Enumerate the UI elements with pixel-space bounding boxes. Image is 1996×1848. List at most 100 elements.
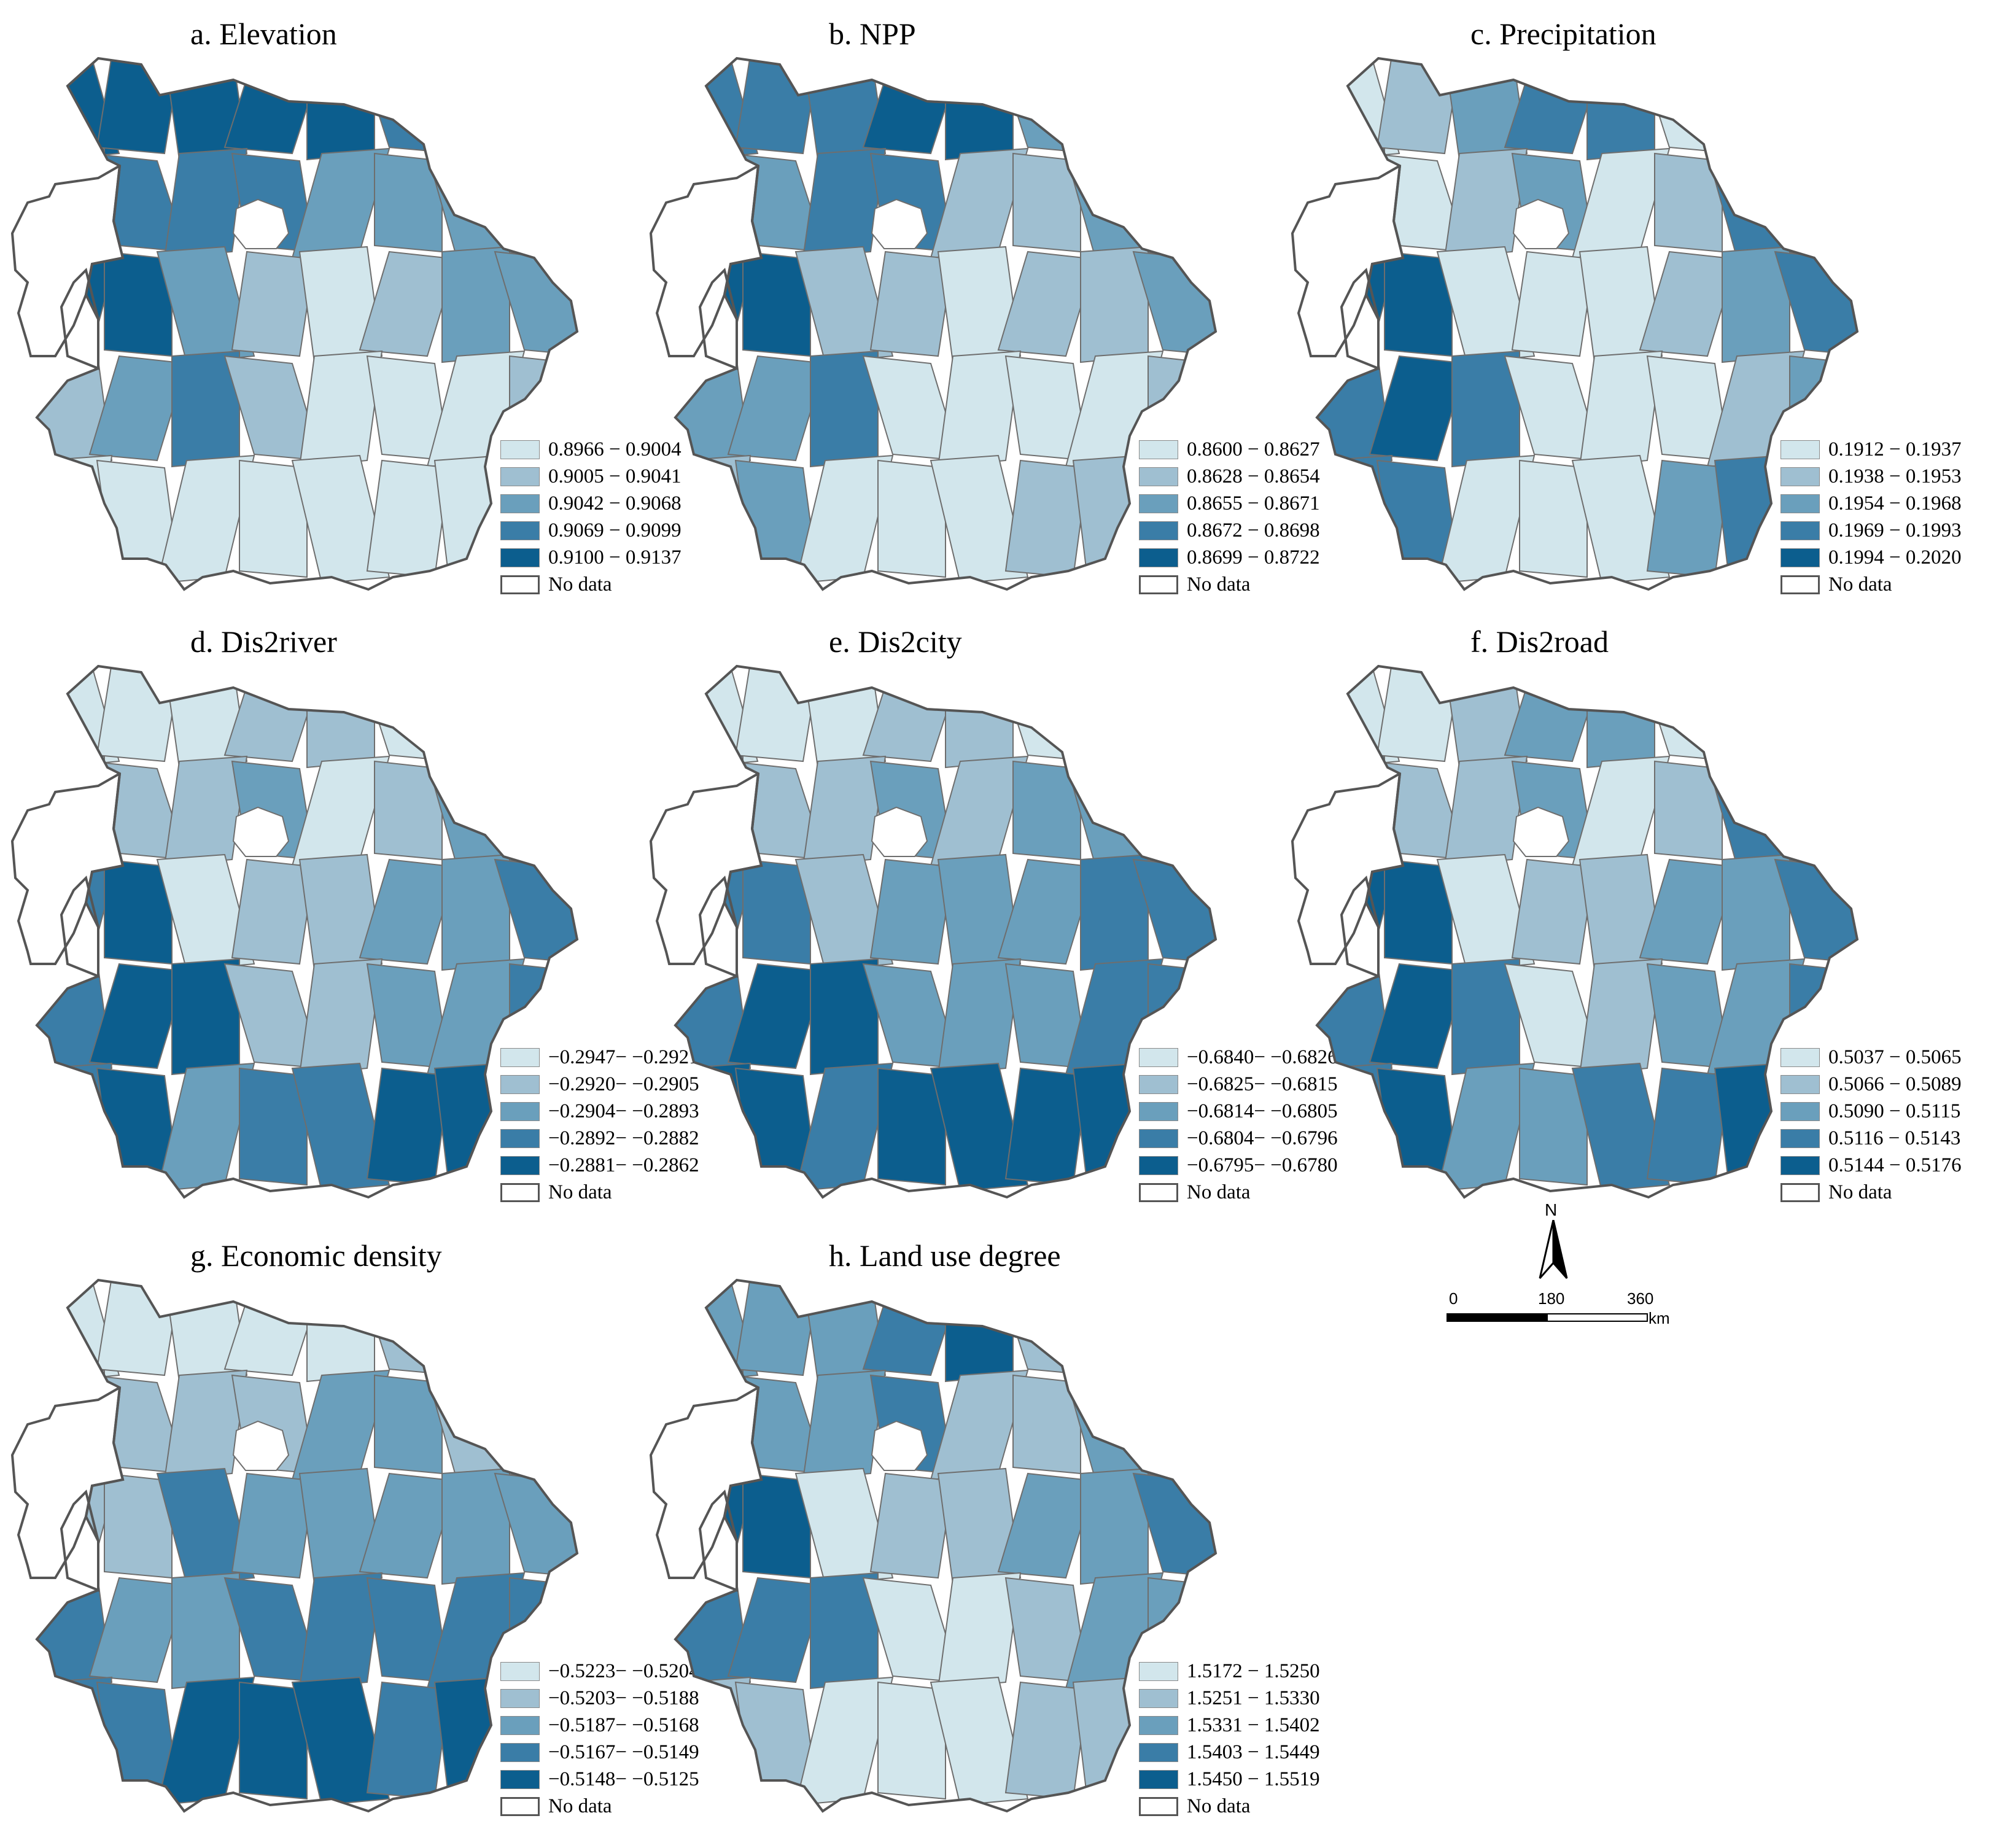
legend-swatch [1139,440,1178,459]
legend-label: 0.5116 − 0.5143 [1828,1127,1961,1149]
legend-swatch [1139,1742,1178,1762]
province-outline [35,1278,579,1813]
map-region [1654,152,1723,253]
legend-row: −0.5187− −0.5168 [500,1712,699,1739]
legend-label: 1.5450 − 1.5519 [1187,1768,1320,1790]
map-region [298,853,383,971]
legend-label: 0.9005 − 0.9041 [548,465,682,487]
legend-swatch [1780,1074,1820,1094]
map-region [1012,1374,1081,1475]
province-outline [35,56,579,591]
scale-unit: km [1648,1309,1670,1327]
map-region [997,250,1097,357]
map-region [374,1374,443,1475]
no-data-lake [232,806,290,857]
province-outline [1315,664,1859,1199]
map-region [96,666,181,763]
north-arrow: N [1535,1200,1572,1280]
map-region [298,1572,383,1690]
legend: 0.8966 − 0.9004 0.9005 − 0.9041 0.9042 − 0… [500,436,682,598]
legend-label: −0.6825− −0.6815 [1187,1073,1338,1095]
map-region [1519,1067,1588,1186]
legend-label: −0.5167− −0.5149 [548,1741,699,1763]
legend-label-no-data: No data [1828,573,1892,596]
legend-swatch [1139,1101,1178,1121]
map-region [1639,250,1738,357]
map-region [239,1067,308,1186]
legend-label-no-data: No data [1187,1795,1251,1817]
map-panel: c. Precipitation 0.1912 − 0.1937 0.1938 − … [1280,0,1962,608]
map-region [1443,755,1528,867]
legend-label: 0.5144 − 0.5176 [1828,1154,1962,1176]
legend-label: −0.5203− −0.5188 [548,1687,699,1709]
map-region [501,1374,577,1475]
map-region [37,755,105,867]
panel-title: e. Dis2city [829,624,962,659]
map-region [96,1280,181,1376]
legend-row: −0.6825− −0.6815 [1139,1071,1338,1098]
map-region [1376,666,1461,763]
legend-label: 0.1938 − 0.1953 [1828,465,1962,487]
map-region [727,963,826,1070]
legend-row: 0.9100 − 0.9137 [500,544,682,571]
legend-row: 0.5116 − 0.5143 [1780,1125,1962,1152]
legend-swatch [500,1047,540,1067]
legend-row-no-data: No data [500,571,682,598]
map-region [794,246,894,363]
legend-label: 0.8600 − 0.8627 [1187,438,1320,460]
legend-row: 0.1969 − 0.1993 [1780,517,1962,544]
map-region [1376,58,1461,155]
map-region [231,1472,316,1579]
map-region [1639,858,1738,965]
map-region [374,152,443,253]
legend-row: 0.1954 − 0.1968 [1780,490,1962,517]
legend-swatch [1139,1155,1178,1175]
legend-swatch [1139,467,1178,486]
map-region [1714,666,1798,769]
map-region [156,246,255,363]
choropleth-map [10,664,579,1199]
map-region [291,1062,390,1192]
legend-swatch-no-data [500,1796,540,1816]
map-region [298,1467,383,1585]
legend: −0.5223− −0.5204 −0.5203− −0.5188 −0.5187−… [500,1658,699,1820]
legend-row-no-data: No data [500,1179,699,1206]
legend-swatch [500,1074,540,1094]
map-region [734,58,819,155]
legend-swatch [1780,1101,1820,1121]
legend-swatch [500,1128,540,1148]
map-region [359,250,458,357]
map-region [869,250,954,357]
legend-label: −0.2920− −0.2905 [548,1073,699,1095]
legend-swatch [1139,1128,1178,1148]
legend-row: 0.9042 − 0.9068 [500,490,682,517]
map-region [794,1467,894,1585]
map-region [501,1280,577,1376]
legend-row: 0.9069 − 0.9099 [500,517,682,544]
choropleth-map [649,664,1217,1199]
legend-label-no-data: No data [1828,1181,1892,1203]
map-region [298,350,383,468]
legend-row: 0.8672 − 0.8698 [1139,517,1320,544]
legend-row: 0.8600 − 0.8627 [1139,436,1320,463]
legend-label: −0.2892− −0.2882 [548,1127,699,1149]
map-region [937,350,1022,468]
map-region [1781,666,1857,763]
legend-swatch [500,440,540,459]
legend-swatch [500,1715,540,1735]
legend-row: −0.2881− −0.2862 [500,1152,699,1179]
legend: 1.5172 − 1.5250 1.5251 − 1.5330 1.5331 − 1… [1139,1658,1320,1820]
map-region [231,858,316,965]
legend-row-no-data: No data [1139,571,1320,598]
map-region [501,152,577,253]
map-region [1140,666,1216,763]
legend-row: 1.5331 − 1.5402 [1139,1712,1320,1739]
legend-label: 0.5090 − 0.5115 [1828,1100,1961,1122]
legend-swatch-no-data [1780,575,1820,594]
map-region [1317,147,1385,259]
map-region [1781,152,1857,253]
map-region [1140,760,1216,861]
legend-label: −0.5187− −0.5168 [548,1714,699,1736]
legend-row: 0.8655 − 0.8671 [1139,490,1320,517]
legend-swatch-no-data [1780,1182,1820,1202]
